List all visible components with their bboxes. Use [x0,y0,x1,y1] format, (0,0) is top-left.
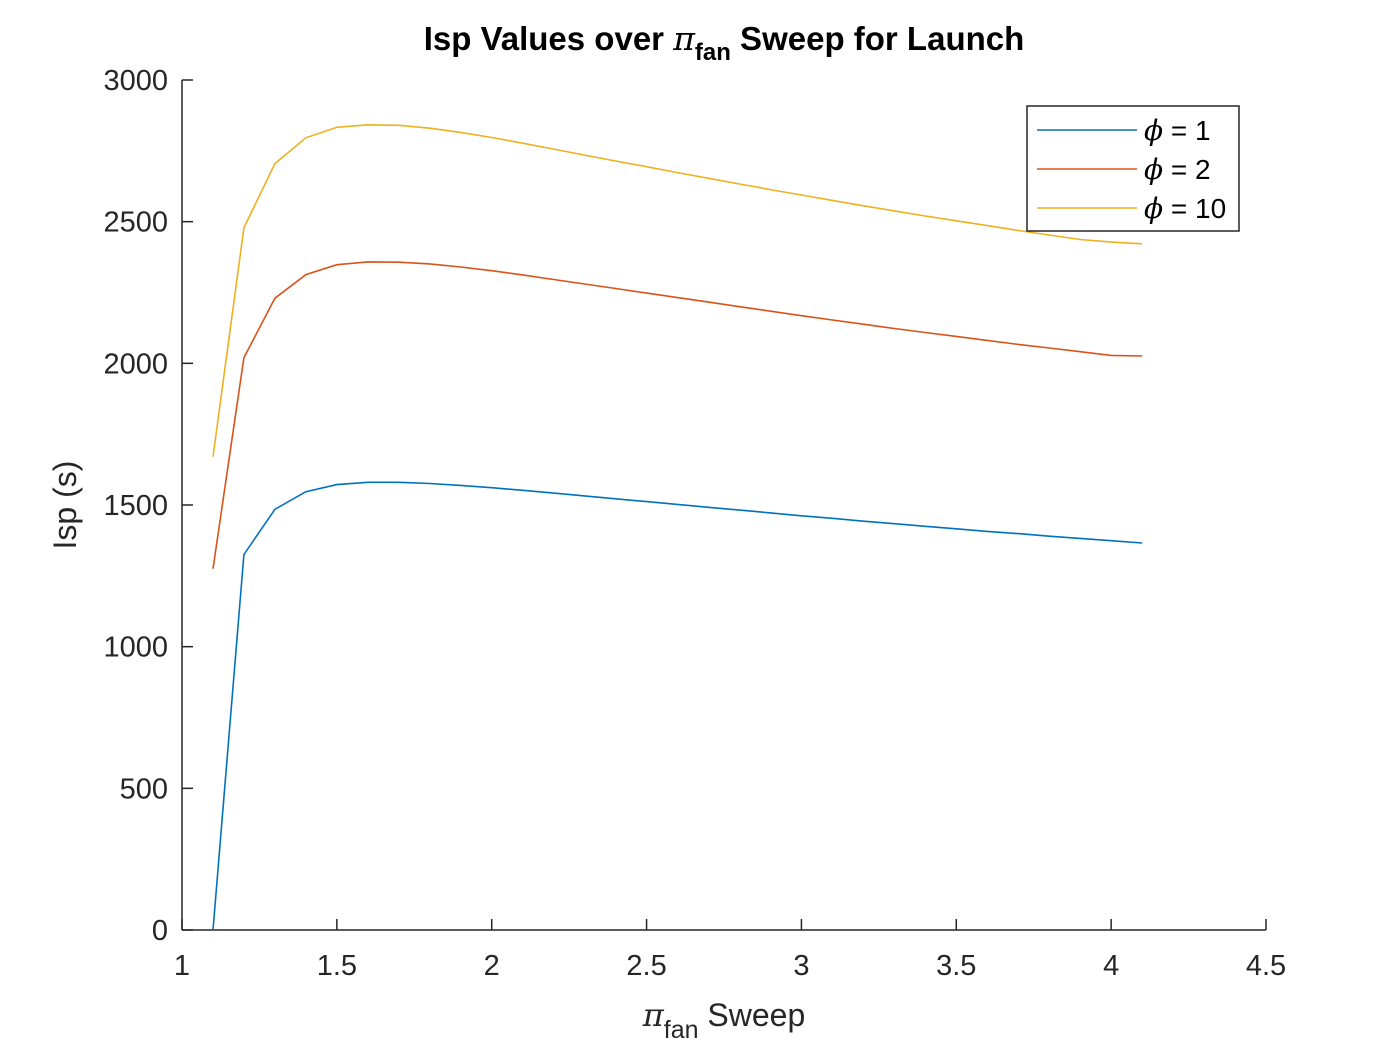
y-tick-label: 2000 [103,348,168,380]
legend-label-2: ϕ = 2 [1144,153,1211,186]
y-tick-label: 0 [152,915,168,947]
series-line-1 [212,481,1143,931]
chart-title: Isp Values over πfan Sweep for Launch [424,19,1025,66]
series-line-2 [212,261,1143,569]
series-line-3 [212,123,1143,457]
x-axis-label: πfan Sweep [642,996,806,1044]
legend-label-text: = 1 [1163,115,1210,146]
chart-title-subscript: fan [695,39,731,66]
legend-label-1: ϕ = 1 [1144,114,1211,147]
chart-title-text: Isp Values over [424,20,673,57]
x-tick-label: 1.5 [317,950,357,982]
y-tick-label: 2500 [103,207,168,239]
x-tick-label: 2.5 [626,950,666,982]
y-tick-label: 1500 [103,490,168,522]
legend-phi-symbol: ϕ [1144,114,1163,147]
x-axis-label-subscript: fan [664,1016,699,1044]
legend-phi-symbol: ϕ [1144,192,1163,225]
x-tick-label: 3 [793,950,809,982]
chart-title-pi-symbol: π [672,19,696,58]
x-axis-label-text: Sweep [699,997,806,1033]
x-tick-label: 4 [1103,950,1119,982]
x-tick-label: 4.5 [1246,950,1286,982]
y-tick-label: 1000 [103,632,168,664]
x-tick-label: 3.5 [936,950,976,982]
x-axis-label-pi-symbol: π [642,996,665,1034]
legend-label-text: = 10 [1163,193,1226,224]
legend: ϕ = 1ϕ = 2ϕ = 10 [1026,105,1240,232]
y-tick-label: 500 [120,773,168,805]
chart-title-text-end: Sweep for Launch [731,20,1024,57]
y-axis-label: Isp (s) [47,461,83,550]
y-tick-label: 3000 [103,65,168,97]
legend-phi-symbol: ϕ [1144,153,1163,186]
legend-label-text: = 2 [1163,154,1210,185]
x-tick-label: 1 [174,950,190,982]
x-tick-label: 2 [484,950,500,982]
legend-label-3: ϕ = 10 [1144,192,1226,225]
